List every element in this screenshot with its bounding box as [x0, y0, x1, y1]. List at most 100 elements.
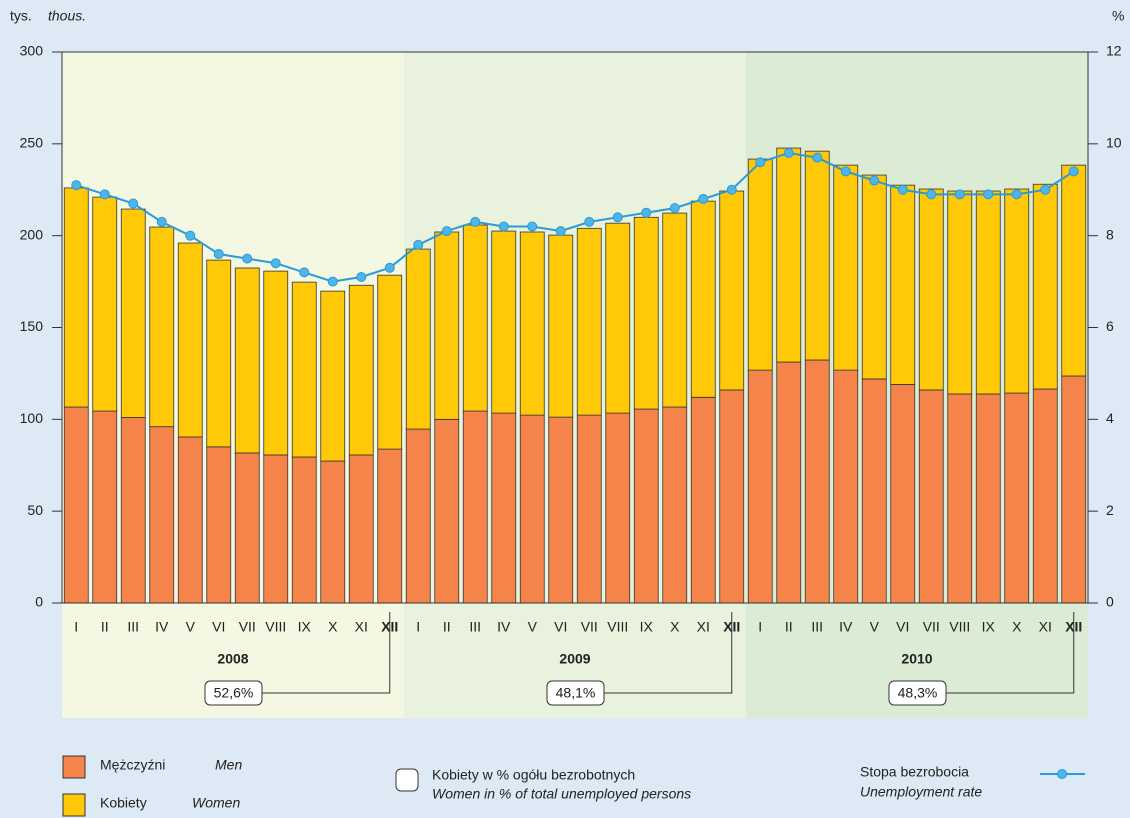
x-tick-label: XI — [355, 619, 368, 635]
bar — [120, 417, 146, 604]
rate-marker — [270, 258, 281, 269]
callout-box — [546, 680, 605, 706]
x-tick-label: V — [528, 619, 538, 635]
x-tick-label: I — [74, 619, 78, 635]
legend-swatch — [62, 793, 86, 817]
bar — [377, 448, 403, 604]
year-label: 2010 — [901, 651, 932, 667]
bar — [320, 460, 346, 604]
bar — [918, 389, 944, 604]
callout-label: 48,3% — [898, 685, 938, 701]
legend-label-en: Women — [192, 795, 240, 811]
bar — [719, 190, 745, 391]
rate-marker — [612, 212, 623, 223]
x-tick-label: I — [758, 619, 762, 635]
rate-marker — [299, 267, 310, 278]
rate-marker — [641, 207, 652, 218]
rate-marker — [897, 184, 908, 195]
x-tick-label: I — [416, 619, 420, 635]
bar — [633, 216, 659, 410]
rate-marker — [213, 249, 224, 260]
bar — [975, 393, 1001, 604]
x-tick-label: VIII — [949, 619, 970, 635]
y2-tick-label: 0 — [1106, 594, 1114, 610]
x-tick-label: VI — [554, 619, 567, 635]
x-tick-label: XII — [723, 619, 740, 635]
bar — [206, 446, 232, 604]
year-label: 2008 — [217, 651, 248, 667]
rate-marker — [99, 189, 110, 200]
y-tick-label: 0 — [35, 594, 43, 610]
x-tick-label: III — [469, 619, 481, 635]
y-tick-label: 300 — [20, 43, 44, 59]
bar — [462, 224, 488, 412]
x-tick-label: IV — [155, 619, 169, 635]
rate-marker — [413, 239, 424, 250]
x-tick-label: IX — [640, 619, 654, 635]
bar — [890, 384, 916, 604]
bar — [263, 270, 289, 456]
bar — [633, 408, 659, 604]
rate-marker — [555, 226, 566, 237]
y-tick-label: 50 — [27, 502, 43, 518]
y2-tick-label: 2 — [1106, 502, 1114, 518]
bar — [690, 200, 716, 398]
bar — [605, 412, 631, 604]
x-tick-label: VII — [239, 619, 256, 635]
left-unit: tys. — [10, 8, 32, 24]
left-unit-en: thous. — [48, 8, 86, 24]
rate-marker — [498, 221, 509, 232]
bar — [804, 150, 830, 361]
bar — [776, 147, 802, 363]
legend-label: Kobiety — [100, 795, 147, 811]
x-tick-label: III — [811, 619, 823, 635]
bar — [405, 428, 431, 604]
x-tick-label: V — [870, 619, 880, 635]
bar — [833, 164, 859, 371]
x-tick-label: IX — [982, 619, 996, 635]
x-tick-label: IX — [298, 619, 312, 635]
legend-label: Stopa bezrobocia — [860, 764, 969, 780]
bar — [491, 412, 517, 604]
legend-swatch — [62, 755, 86, 779]
bar — [291, 456, 317, 604]
bar — [92, 410, 118, 604]
rate-marker — [527, 221, 538, 232]
bar — [519, 231, 545, 416]
rate-marker — [669, 203, 680, 214]
x-tick-label: II — [443, 619, 451, 635]
rate-marker — [1068, 166, 1079, 177]
legend-label: Kobiety w % ogółu bezrobotnych — [432, 767, 635, 783]
year-label: 2009 — [559, 651, 590, 667]
y2-tick-label: 8 — [1106, 226, 1114, 242]
callout-box — [888, 680, 947, 706]
rate-marker — [755, 157, 766, 168]
year-band — [62, 52, 404, 718]
bar — [120, 208, 146, 418]
x-tick-label: VII — [581, 619, 598, 635]
bar — [177, 242, 203, 438]
bar — [63, 187, 89, 408]
x-tick-label: IV — [497, 619, 511, 635]
bar — [92, 196, 118, 412]
bar — [1061, 164, 1087, 377]
rate-marker — [71, 180, 82, 191]
y-tick-label: 250 — [20, 135, 44, 151]
legend-label-en: Unemployment rate — [860, 784, 982, 800]
callout-line — [946, 612, 1075, 694]
x-tick-label: IV — [839, 619, 853, 635]
bar — [861, 174, 887, 380]
bar — [975, 190, 1001, 395]
x-tick-label: XI — [697, 619, 710, 635]
bar — [947, 190, 973, 395]
rate-marker — [156, 216, 167, 227]
y-tick-label: 100 — [20, 410, 44, 426]
rate-marker — [242, 253, 253, 264]
bar — [548, 416, 574, 604]
bar — [291, 281, 317, 458]
bar — [776, 361, 802, 604]
x-tick-label: VI — [896, 619, 909, 635]
y-tick-label: 200 — [20, 226, 44, 242]
rate-marker — [1011, 189, 1022, 200]
